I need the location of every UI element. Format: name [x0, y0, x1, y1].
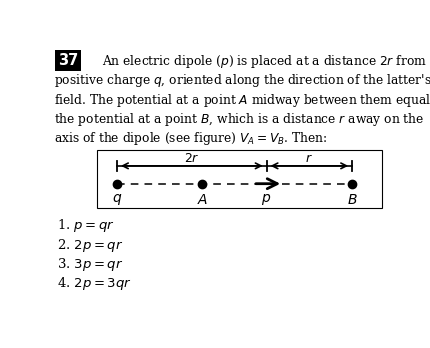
- Text: 4. $2p = 3qr$: 4. $2p = 3qr$: [57, 275, 132, 292]
- Text: 2. $2p = qr$: 2. $2p = qr$: [57, 237, 123, 254]
- Text: $2r$: $2r$: [184, 152, 200, 165]
- Text: 1. $p = qr$: 1. $p = qr$: [57, 217, 115, 234]
- Text: $B$: $B$: [347, 193, 357, 207]
- Text: $p$: $p$: [261, 192, 272, 207]
- Text: 37: 37: [58, 53, 78, 68]
- Text: positive charge $q$, oriented along the direction of the latter's: positive charge $q$, oriented along the …: [54, 72, 430, 89]
- Text: 3. $3p = qr$: 3. $3p = qr$: [57, 256, 123, 273]
- Text: $r$: $r$: [305, 152, 313, 165]
- Bar: [97, 150, 382, 208]
- Text: An electric dipole ($p$) is placed at a distance $2r$ from a: An electric dipole ($p$) is placed at a …: [102, 53, 430, 70]
- Text: $q$: $q$: [112, 192, 122, 207]
- Text: $A$: $A$: [197, 193, 208, 207]
- Text: axis of the dipole (see figure) $V_A = V_B$. Then:: axis of the dipole (see figure) $V_A = V…: [54, 130, 327, 147]
- Text: the potential at a point $B$, which is a distance $r$ away on the: the potential at a point $B$, which is a…: [54, 111, 424, 128]
- Text: field. The potential at a point $A$ midway between them equals: field. The potential at a point $A$ midw…: [54, 92, 430, 109]
